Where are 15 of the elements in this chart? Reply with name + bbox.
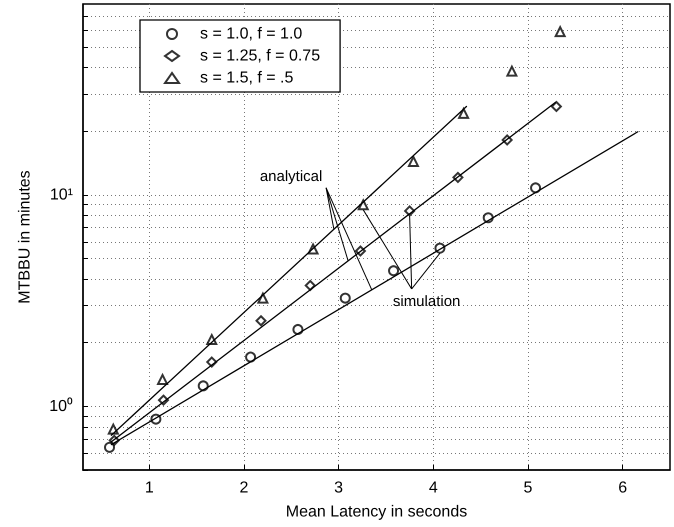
legend-label: s = 1.5, f = .5 [200, 70, 294, 86]
x-tick-label: 5 [524, 480, 533, 496]
x-axis-title: Mean Latency in seconds [286, 504, 468, 520]
annotation: analytical [260, 168, 322, 185]
x-tick-label: 1 [144, 480, 154, 496]
x-tick-label: 4 [428, 480, 438, 496]
y-tick-label: 10¹ [50, 186, 73, 204]
x-tick-label: 6 [618, 480, 628, 496]
y-tick-label: 10⁰ [49, 396, 73, 415]
legend-label: s = 1.0, f = 1.0 [200, 26, 302, 42]
annotation: simulation [392, 292, 460, 310]
x-tick-label: 3 [334, 480, 344, 496]
legend-label: s = 1.25, f = 0.75 [200, 48, 320, 64]
x-tick-label: 2 [240, 480, 248, 496]
y-axis-title: MTBBU in minutes [16, 170, 34, 304]
